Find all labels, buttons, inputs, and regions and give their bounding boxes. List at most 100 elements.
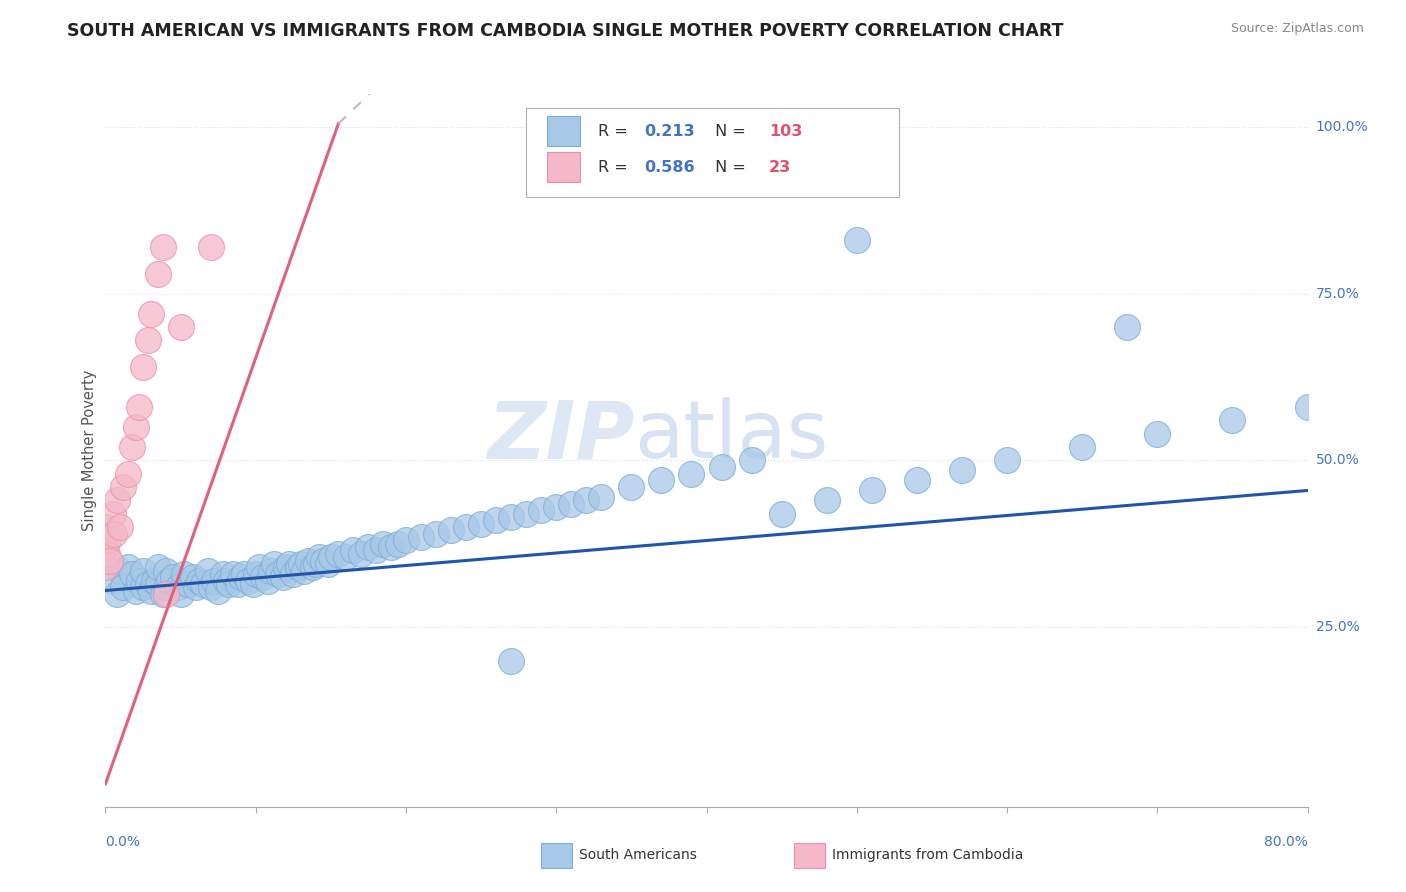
Point [142, 574, 165, 588]
Point [94, 560, 117, 574]
Text: N =: N = [710, 160, 751, 175]
Point [112, 480, 135, 494]
Point [301, 560, 323, 574]
Point [110, 564, 132, 578]
Point [101, 507, 124, 521]
Point [214, 574, 236, 588]
Point [229, 570, 252, 584]
Point [245, 566, 267, 581]
Text: South Americans: South Americans [579, 848, 697, 863]
Point [173, 566, 195, 581]
Point [342, 543, 364, 558]
Point [350, 547, 373, 561]
Point [485, 514, 508, 528]
Point [845, 233, 868, 247]
Point [380, 540, 402, 554]
Point [200, 240, 222, 254]
Point [1116, 320, 1139, 334]
Point [335, 550, 357, 565]
Text: 103: 103 [769, 124, 803, 139]
Point [292, 564, 315, 578]
Point [274, 560, 297, 574]
Point [357, 540, 380, 554]
Y-axis label: Single Mother Poverty: Single Mother Poverty [82, 370, 97, 531]
Point [263, 557, 285, 571]
Point [103, 526, 125, 541]
Point [681, 467, 703, 481]
Point [440, 524, 463, 538]
Point [132, 360, 155, 375]
Point [470, 516, 492, 531]
Point [515, 507, 537, 521]
Point [169, 587, 191, 601]
Point [297, 553, 319, 567]
Text: ZIP: ZIP [486, 397, 634, 475]
Point [1071, 440, 1094, 454]
Point [155, 587, 177, 601]
Text: 80.0%: 80.0% [1264, 835, 1308, 849]
Point [124, 420, 146, 434]
Point [218, 577, 240, 591]
Point [530, 503, 553, 517]
Point [169, 320, 191, 334]
Text: 50.0%: 50.0% [1316, 453, 1360, 467]
Point [146, 577, 169, 591]
Point [546, 500, 568, 515]
Text: N =: N = [710, 124, 751, 139]
Point [256, 574, 278, 588]
Point [620, 480, 643, 494]
Point [166, 580, 188, 594]
Point [184, 580, 207, 594]
Point [373, 537, 395, 551]
Point [650, 474, 672, 488]
Point [98, 553, 121, 567]
Text: 100.0%: 100.0% [1316, 120, 1368, 134]
Point [305, 557, 328, 571]
Point [395, 533, 418, 548]
Point [211, 566, 233, 581]
Point [101, 574, 124, 588]
Bar [547, 153, 581, 182]
Point [501, 654, 523, 668]
Point [117, 560, 139, 574]
Point [197, 564, 219, 578]
Text: 23: 23 [769, 160, 792, 175]
Point [271, 570, 294, 584]
Point [226, 577, 249, 591]
Point [770, 507, 793, 521]
Text: Immigrants from Cambodia: Immigrants from Cambodia [832, 848, 1024, 863]
Point [409, 530, 432, 544]
Point [252, 570, 274, 584]
Point [117, 467, 139, 481]
Point [1296, 400, 1319, 414]
Text: 75.0%: 75.0% [1316, 286, 1360, 301]
Point [238, 574, 260, 588]
Point [242, 577, 264, 591]
Point [741, 453, 763, 467]
Point [136, 577, 159, 591]
Point [132, 580, 155, 594]
Point [308, 550, 330, 565]
Point [860, 483, 883, 498]
Point [187, 574, 209, 588]
Point [155, 564, 177, 578]
Point [97, 533, 120, 548]
Point [136, 334, 159, 348]
Point [139, 583, 162, 598]
Point [202, 574, 225, 588]
Bar [547, 117, 581, 146]
Point [191, 577, 214, 591]
Point [139, 307, 162, 321]
Point [247, 560, 270, 574]
Point [107, 493, 129, 508]
Point [112, 580, 135, 594]
Point [287, 560, 309, 574]
Point [319, 550, 342, 565]
Point [283, 566, 305, 581]
Point [121, 440, 143, 454]
Point [290, 557, 312, 571]
Point [121, 566, 143, 581]
Text: R =: R = [599, 160, 633, 175]
Point [905, 474, 928, 488]
Point [501, 510, 523, 524]
